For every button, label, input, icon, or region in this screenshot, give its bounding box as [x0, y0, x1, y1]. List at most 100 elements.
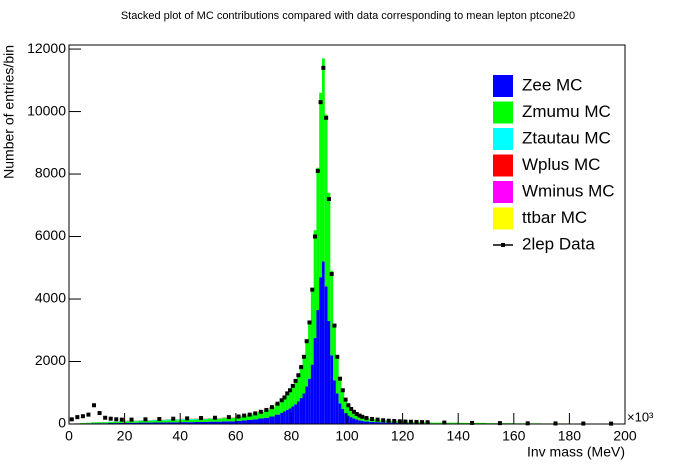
- histogram-bar: [319, 277, 322, 424]
- histogram-bar: [338, 403, 342, 424]
- data-point: [269, 405, 274, 410]
- data-point: [299, 365, 304, 370]
- histogram-bar: [107, 421, 114, 424]
- histogram-bar: [263, 417, 270, 424]
- data-point: [442, 420, 447, 425]
- data-point: [242, 413, 247, 418]
- histogram-bar: [241, 416, 247, 421]
- data-point: [335, 354, 340, 359]
- histogram-bar: [194, 419, 208, 422]
- legend-swatch: [493, 207, 513, 230]
- histogram-bar: [302, 393, 306, 424]
- histogram-bar: [316, 167, 320, 310]
- histogram-bar: [341, 409, 345, 424]
- histogram-bar: [180, 422, 195, 424]
- y-tick-label: 8000: [35, 165, 66, 181]
- histogram-bar: [263, 410, 270, 418]
- data-point: [275, 401, 280, 406]
- histogram-bar: [352, 411, 356, 419]
- x-tick-label: 40: [172, 428, 188, 444]
- legend-swatch: [493, 101, 513, 124]
- data-point: [332, 323, 337, 328]
- data-point: [397, 419, 402, 424]
- x-axis-label: Inv mass (MeV): [527, 444, 625, 460]
- data-point: [326, 197, 331, 202]
- x-tick-label: 100: [335, 428, 359, 444]
- histogram-bar: [166, 422, 181, 424]
- histogram-bar: [269, 407, 275, 417]
- data-point: [346, 403, 351, 408]
- data-point: [199, 416, 204, 421]
- histogram-bar: [308, 378, 311, 424]
- data-point: [381, 418, 386, 423]
- histogram-bar: [313, 230, 317, 339]
- histogram-bar: [321, 261, 325, 424]
- data-point: [282, 395, 287, 400]
- histogram-bar: [360, 420, 364, 424]
- data-point: [329, 272, 334, 277]
- data-point: [264, 407, 269, 412]
- histogram-bar: [280, 412, 284, 424]
- histogram-bar: [288, 408, 292, 424]
- histogram-bar: [299, 366, 303, 399]
- histogram-bar: [252, 413, 259, 420]
- histogram-bar: [380, 422, 386, 424]
- histogram-bar: [138, 422, 153, 424]
- x-tick-label: 60: [228, 428, 244, 444]
- histogram-bar: [258, 418, 264, 424]
- data-point: [114, 417, 119, 422]
- histogram-bar: [335, 355, 339, 394]
- data-point: [171, 416, 176, 421]
- legend-swatch: [493, 128, 513, 150]
- y-tick-label: 12000: [27, 40, 66, 56]
- legend: Zee MC Zmumu MC Ztautau MC Wplus MC Wminus M…: [493, 75, 615, 253]
- data-point: [321, 65, 326, 70]
- data-point: [392, 419, 397, 424]
- data-point: [351, 409, 356, 414]
- data-point: [119, 417, 124, 422]
- histogram-bar: [291, 384, 295, 407]
- y-tick-label: 0: [58, 415, 66, 431]
- histogram-bar: [305, 339, 309, 387]
- data-point: [75, 415, 80, 420]
- histogram-bar: [296, 401, 300, 424]
- data-point: [470, 420, 475, 425]
- histogram-bar: [283, 395, 286, 412]
- histogram-bar: [341, 389, 345, 410]
- histogram-bar: [246, 419, 253, 424]
- histogram-bar: [85, 422, 92, 424]
- histogram-bar: [324, 114, 328, 287]
- histogram-bar: [96, 422, 103, 424]
- data-point: [212, 415, 217, 420]
- histogram-bar: [235, 420, 242, 424]
- x-tick-label: 160: [502, 428, 526, 444]
- y-tick-label: 2000: [35, 352, 66, 368]
- data-point: [354, 412, 359, 417]
- data-point: [86, 412, 91, 417]
- histogram-bar: [280, 399, 284, 413]
- data-point: [414, 419, 419, 424]
- legend-label: Zee MC: [522, 75, 582, 94]
- legend-label: Zmumu MC: [522, 102, 611, 121]
- histogram-bar: [166, 420, 181, 423]
- histogram-bar: [324, 286, 328, 424]
- histogram-bar: [374, 422, 381, 424]
- data-point: [310, 287, 315, 292]
- histogram-bar: [330, 270, 334, 356]
- histogram-bar: [319, 92, 322, 278]
- histogram-bar: [294, 404, 297, 424]
- data-point: [386, 418, 391, 423]
- data-point: [288, 388, 293, 393]
- data-point: [525, 421, 530, 426]
- histogram-bar: [355, 419, 359, 424]
- histogram-bar: [252, 419, 259, 424]
- histogram-bar: [305, 386, 309, 424]
- histogram-bar: [397, 422, 403, 424]
- data-point: [69, 417, 74, 422]
- data-point: [253, 411, 258, 416]
- histogram-bar: [327, 320, 331, 424]
- x-tick-label: 20: [117, 428, 133, 444]
- data-point: [304, 339, 309, 344]
